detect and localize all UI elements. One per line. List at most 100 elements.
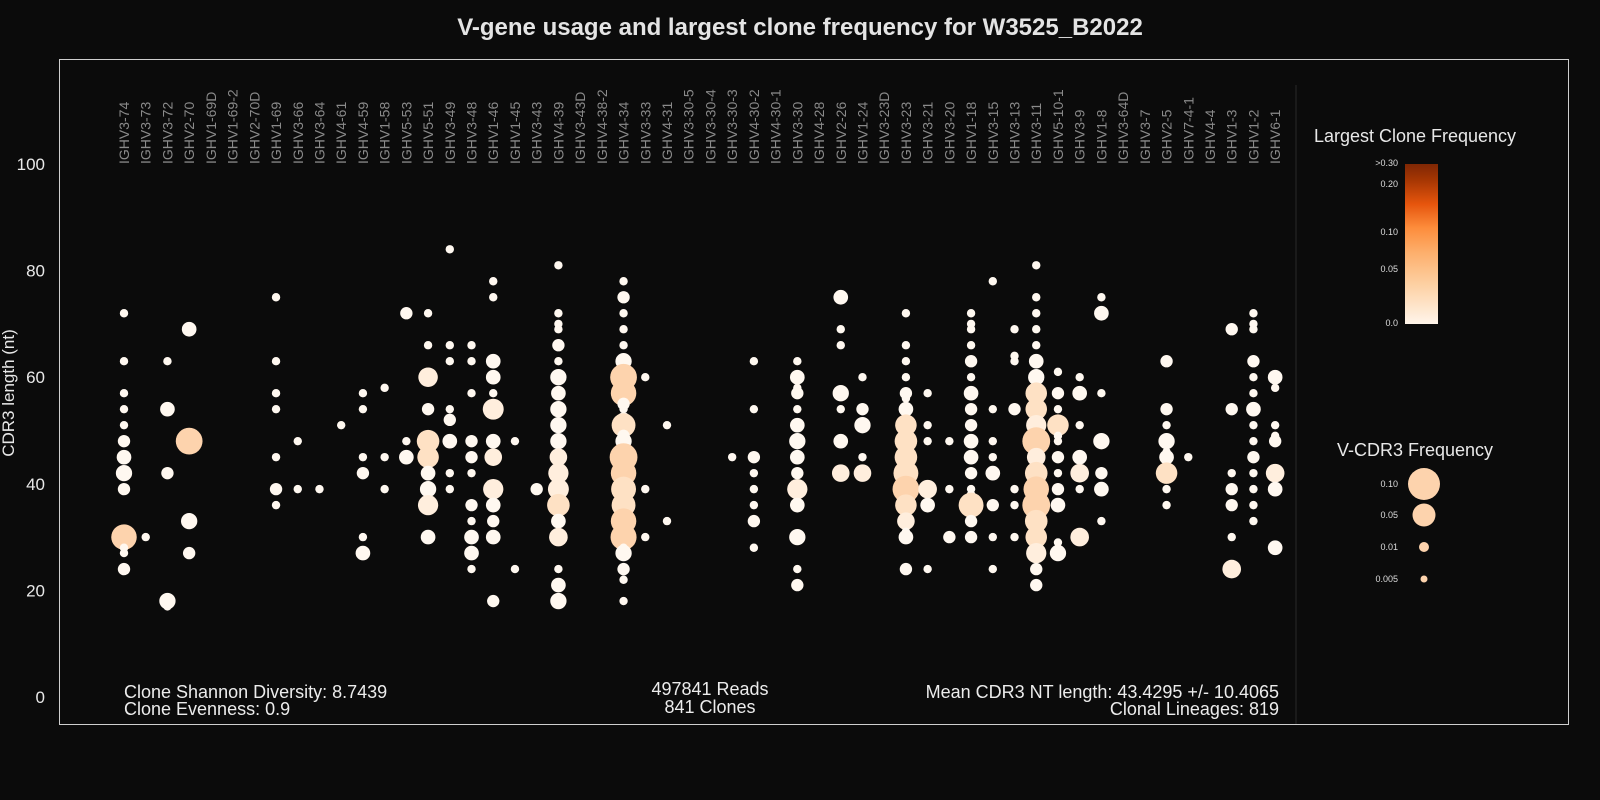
data-point <box>445 357 454 366</box>
data-point <box>163 602 172 611</box>
gene-label: IGHV3-15 <box>985 102 1001 164</box>
data-point <box>615 544 632 562</box>
color-legend: Largest Clone Frequency >0.30 0.20 0.10 0.0… <box>1314 126 1516 328</box>
clone-evenness-text: Clone Evenness: 0.9 <box>124 699 291 719</box>
data-point <box>619 404 628 414</box>
data-point <box>964 530 978 544</box>
data-point <box>485 529 501 545</box>
data-point <box>1053 404 1063 414</box>
data-point <box>554 564 563 574</box>
data-point <box>271 293 281 302</box>
size-legend-title: V-CDR3 Frequency <box>1337 440 1493 460</box>
gene-label: IGHV1-46 <box>485 102 501 164</box>
data-point <box>550 592 567 610</box>
data-point <box>988 404 997 414</box>
data-point <box>111 524 137 550</box>
data-point <box>119 357 129 366</box>
data-point <box>489 388 498 398</box>
data-point <box>1025 526 1048 548</box>
data-point <box>832 385 849 402</box>
data-point <box>550 417 567 434</box>
data-point <box>1051 450 1065 464</box>
gene-label: IGHV3-64D <box>1115 92 1131 164</box>
gene-label: IGHV5-10-1 <box>1050 89 1066 164</box>
data-point <box>418 367 438 387</box>
data-point <box>901 309 911 318</box>
data-point <box>1032 325 1041 334</box>
data-point <box>1160 355 1173 368</box>
data-point <box>1030 562 1043 576</box>
data-point <box>988 564 997 574</box>
data-point <box>964 418 978 432</box>
gene-label: IGHV1-69D <box>203 92 219 164</box>
data-point <box>417 494 439 516</box>
gene-label: IGHV4-28 <box>811 102 827 164</box>
gene-label: IGHV2-70 <box>181 102 197 164</box>
gene-label: IGHV4-4 <box>1202 109 1218 164</box>
data-point <box>1267 481 1283 497</box>
data-point <box>1070 527 1089 547</box>
data-point <box>464 529 479 545</box>
data-point <box>611 413 636 438</box>
gene-label: IGHV2-70D <box>246 92 262 164</box>
data-point <box>1249 500 1258 510</box>
data-point <box>1267 369 1283 385</box>
data-point <box>1053 436 1063 446</box>
data-point <box>1047 414 1069 436</box>
data-point <box>985 465 1001 481</box>
data-point <box>1222 559 1242 579</box>
data-point <box>1024 509 1048 533</box>
data-point <box>895 494 917 516</box>
data-point <box>789 497 805 513</box>
data-point <box>549 527 568 547</box>
clones-count-text: 841 Clones <box>664 697 756 717</box>
data-point <box>1162 420 1171 430</box>
data-point <box>467 341 476 350</box>
data-point <box>1227 532 1236 542</box>
data-point <box>510 564 520 574</box>
data-point <box>293 484 302 494</box>
data-point <box>1053 468 1063 478</box>
data-point <box>1008 403 1021 416</box>
data-point <box>356 466 370 480</box>
data-point <box>1053 367 1063 377</box>
data-point <box>355 545 371 561</box>
data-point <box>901 357 911 366</box>
gene-label: IGHV2-5 <box>1159 109 1175 164</box>
data-point <box>485 433 501 449</box>
data-point <box>964 466 978 480</box>
data-point <box>793 357 802 366</box>
data-point <box>1247 355 1260 368</box>
data-point <box>485 369 501 385</box>
data-point <box>923 388 932 398</box>
data-point <box>858 452 867 462</box>
data-point <box>619 575 628 584</box>
y-tick-label: 40 <box>26 475 45 494</box>
data-point <box>117 482 131 496</box>
data-point <box>789 449 805 465</box>
data-point <box>554 261 563 270</box>
data-point <box>901 373 911 382</box>
data-point <box>1075 420 1084 430</box>
data-point <box>986 498 999 512</box>
data-point <box>1032 309 1041 318</box>
data-point <box>966 325 976 334</box>
data-point <box>1227 468 1236 478</box>
data-point <box>966 341 976 350</box>
data-point <box>420 529 436 545</box>
gene-label: IGHV1-18 <box>963 102 979 164</box>
gene-label: IGHV3-13 <box>1007 102 1023 164</box>
data-point <box>421 403 435 416</box>
data-point <box>895 414 917 436</box>
data-point <box>549 448 568 466</box>
gene-label: IGHV4-31 <box>659 102 675 164</box>
data-point <box>482 398 504 420</box>
gene-label: IGHV5-53 <box>398 102 414 164</box>
gene-label: IGHV4-30-2 <box>746 89 762 164</box>
data-point <box>641 484 650 494</box>
data-point <box>791 578 804 592</box>
data-point <box>923 564 932 574</box>
data-point <box>641 532 650 542</box>
gene-label: IGHV3-23 <box>898 102 914 164</box>
data-point <box>417 446 439 468</box>
